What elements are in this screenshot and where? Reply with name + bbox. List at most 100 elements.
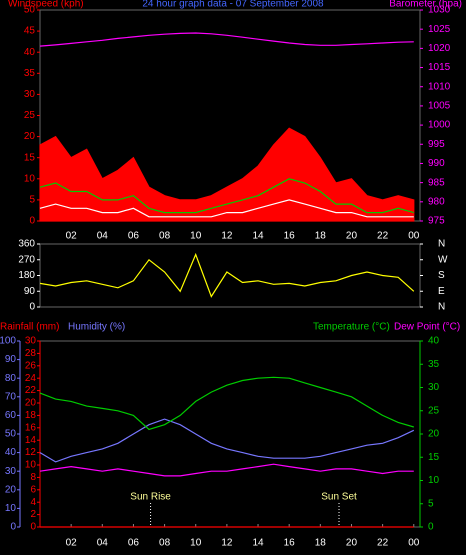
x-tick-label: 16 — [284, 538, 296, 549]
x-tick-label: 18 — [315, 538, 327, 549]
series-name: Temperature (°C) — [313, 322, 390, 333]
tick-label: 12 — [25, 447, 37, 458]
series-area — [39, 127, 415, 222]
x-tick-label: 08 — [159, 231, 171, 242]
tick-label: 16 — [25, 422, 37, 433]
x-tick-label: 04 — [97, 538, 109, 549]
tick-label: 18 — [25, 410, 37, 421]
tick-label: 1015 — [428, 62, 451, 73]
tick-label: S — [438, 270, 445, 281]
series-line — [39, 32, 414, 47]
tick-label: 1010 — [428, 81, 451, 92]
tick-label: 35 — [24, 68, 36, 79]
tick-label: 30 — [24, 89, 36, 100]
tick-label: 45 — [24, 26, 36, 37]
tick-label: 25 — [24, 110, 36, 121]
tick-label: 14 — [25, 435, 37, 446]
tick-label: 975 — [428, 216, 445, 227]
series-line — [39, 463, 414, 477]
tick-label: E — [438, 286, 445, 297]
tick-label: 40 — [428, 336, 440, 347]
tick-label: 80 — [5, 373, 17, 384]
tick-label: 10 — [428, 475, 440, 486]
x-tick-label: 14 — [252, 231, 264, 242]
tick-label: 2 — [30, 509, 36, 520]
series-line — [39, 418, 415, 463]
tick-label: 40 — [5, 447, 17, 458]
tick-label: 70 — [5, 391, 17, 402]
x-tick-label: 22 — [377, 231, 389, 242]
tick-label: 0 — [10, 522, 16, 533]
tick-label: 10 — [25, 460, 37, 471]
tick-label: 1000 — [428, 120, 451, 131]
x-tick-label: 02 — [66, 231, 78, 242]
tick-label: 100 — [0, 336, 16, 347]
tick-label: 28 — [25, 348, 37, 359]
tick-label: 35 — [428, 359, 440, 370]
tick-label: 995 — [428, 139, 445, 150]
tick-label: 4 — [30, 497, 36, 508]
series-name: Dew Point (°C) — [394, 322, 460, 333]
tick-label: 20 — [24, 131, 36, 142]
annotation-label: Sun Rise — [130, 492, 171, 503]
tick-label: 20 — [5, 484, 17, 495]
series-line — [39, 178, 414, 214]
tick-label: 360 — [18, 239, 35, 250]
tick-label: 60 — [5, 410, 17, 421]
panel-frame — [39, 340, 421, 528]
x-tick-label: 00 — [408, 538, 420, 549]
tick-label: N — [438, 239, 445, 250]
tick-label: 15 — [24, 152, 36, 163]
tick-label: 6 — [30, 484, 36, 495]
tick-label: 30 — [428, 382, 440, 393]
series-line — [39, 252, 415, 298]
tick-label: 985 — [428, 177, 445, 188]
annotation-label: Sun Set — [321, 492, 357, 503]
series-name: Humidity (%) — [68, 322, 125, 333]
tick-label: 1005 — [428, 101, 451, 112]
tick-label: 22 — [25, 385, 37, 396]
chart-title: 24 hour graph data - 07 September 2008 — [142, 0, 324, 10]
tick-label: 180 — [18, 270, 35, 281]
tick-label: W — [438, 254, 448, 265]
tick-label: 1025 — [428, 24, 451, 35]
tick-label: 15 — [428, 452, 440, 463]
x-tick-label: 10 — [190, 231, 202, 242]
tick-label: 5 — [428, 498, 434, 509]
series-name: Rainfall (mm) — [0, 322, 59, 333]
tick-label: 20 — [25, 398, 37, 409]
tick-label: N — [438, 302, 445, 313]
x-tick-label: 00 — [408, 231, 420, 242]
tick-label: 40 — [24, 47, 36, 58]
x-tick-label: 14 — [252, 538, 264, 549]
tick-label: 0 — [30, 522, 36, 533]
y2-axis-title: Barometer (hpa) — [389, 0, 462, 10]
tick-label: 30 — [5, 466, 17, 477]
tick-label: 50 — [5, 429, 17, 440]
x-tick-label: 10 — [190, 538, 202, 549]
x-tick-label: 04 — [97, 231, 109, 242]
tick-label: 1030 — [428, 5, 451, 16]
series-line — [39, 376, 414, 431]
tick-label: 50 — [24, 5, 36, 16]
x-tick-label: 20 — [346, 231, 358, 242]
tick-label: 10 — [24, 173, 36, 184]
tick-label: 25 — [428, 405, 440, 416]
tick-label: 0 — [428, 522, 434, 533]
x-tick-label: 06 — [128, 231, 140, 242]
tick-label: 0 — [29, 216, 35, 227]
x-tick-label: 12 — [221, 538, 233, 549]
tick-label: 26 — [25, 360, 37, 371]
tick-label: 20 — [428, 429, 440, 440]
x-tick-label: 22 — [377, 538, 389, 549]
tick-label: 1020 — [428, 43, 451, 54]
x-tick-label: 02 — [66, 538, 78, 549]
tick-label: 30 — [25, 336, 37, 347]
tick-label: 24 — [25, 373, 37, 384]
series-line — [39, 199, 414, 218]
tick-label: 990 — [428, 158, 445, 169]
x-tick-label: 16 — [284, 231, 296, 242]
x-tick-label: 20 — [346, 538, 358, 549]
tick-label: 270 — [18, 254, 35, 265]
